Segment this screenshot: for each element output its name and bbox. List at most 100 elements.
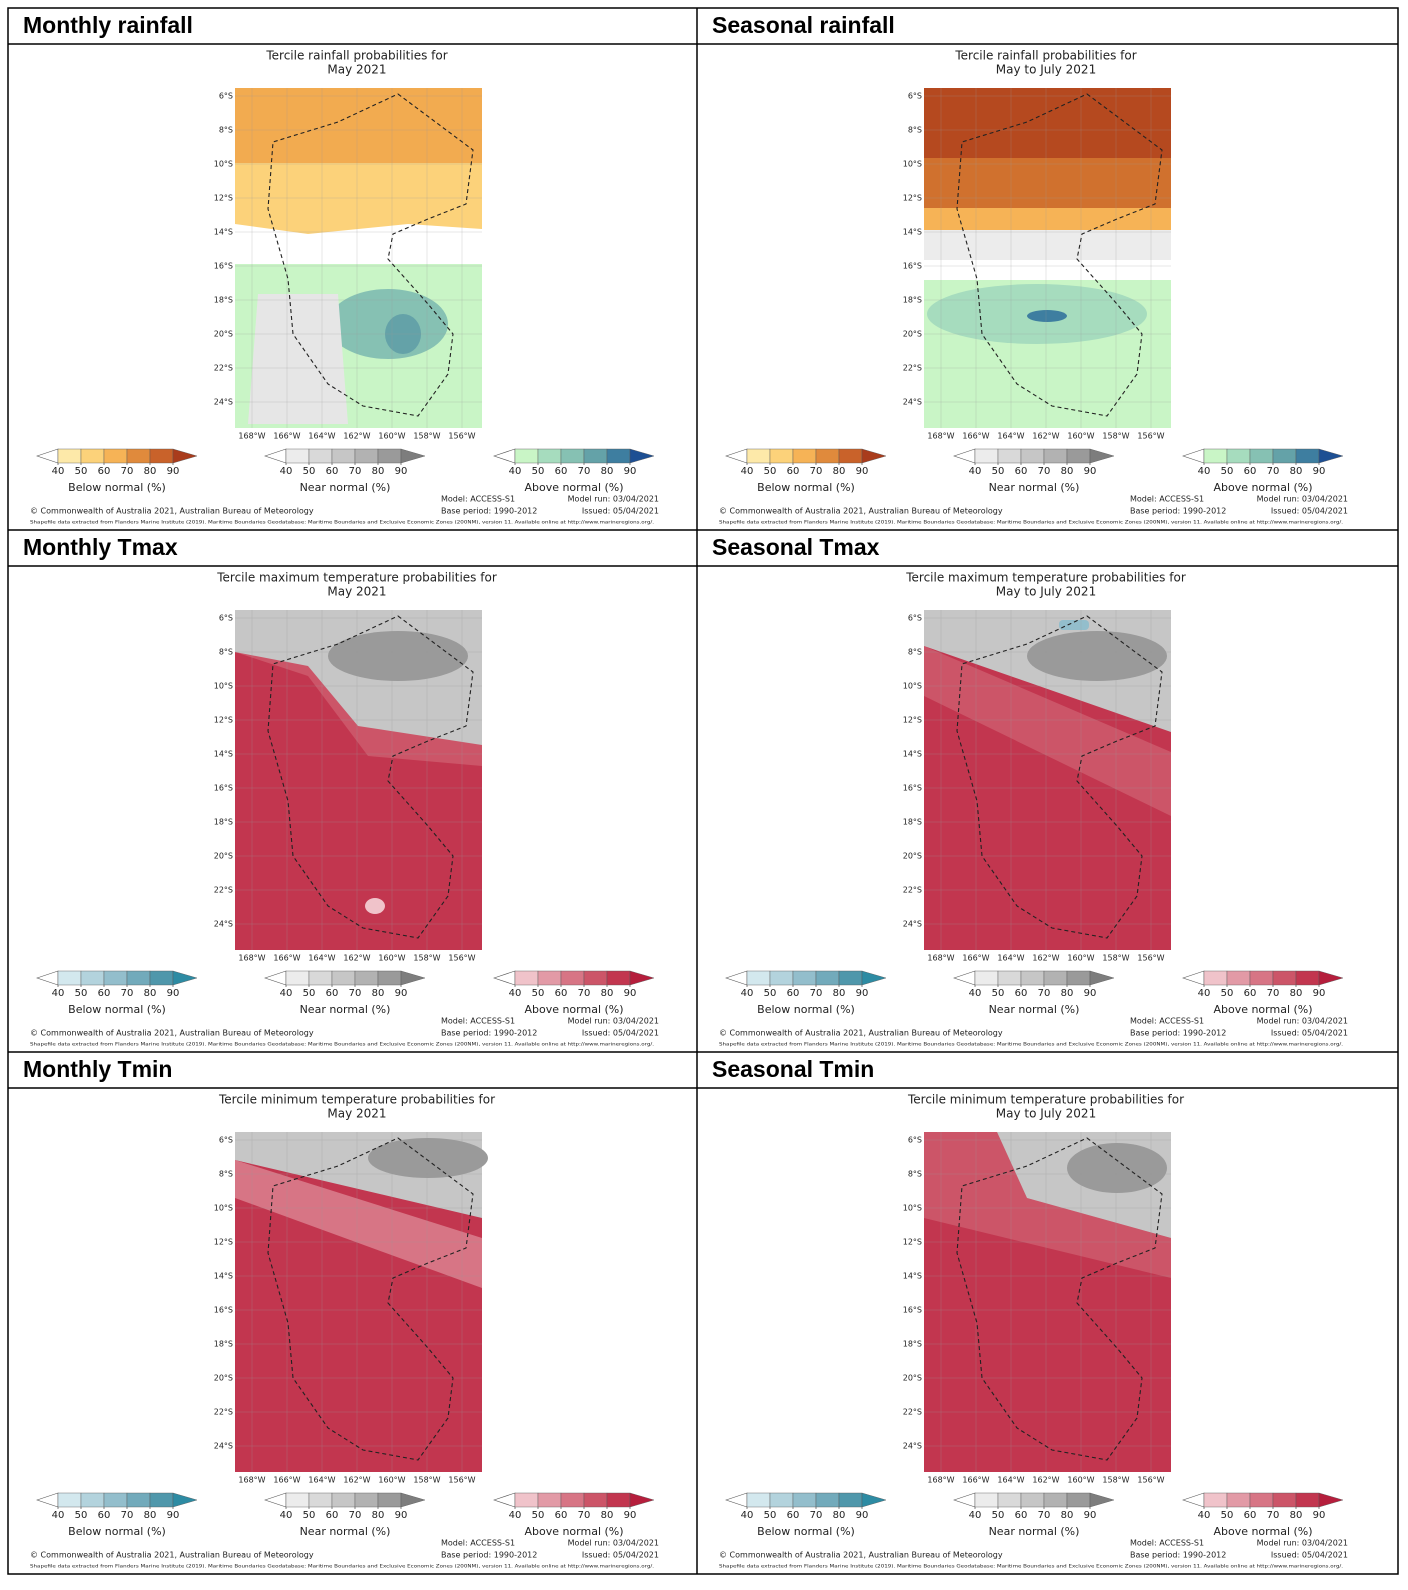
colorbar-segment [769, 970, 794, 986]
colorbar-segment [285, 1492, 310, 1508]
footer-issued: Issued: 05/04/2021 [1271, 1551, 1348, 1560]
lat-label: 22°S [903, 886, 922, 895]
lat-label: 16°S [214, 784, 233, 793]
colorbar-tick-label: 90 [167, 988, 180, 999]
lon-label: 168°W [927, 954, 954, 963]
map-fill [235, 163, 482, 234]
colorbar-segment [103, 1492, 128, 1508]
panel-heading: Monthly Tmax [23, 534, 178, 560]
map-fill [924, 208, 1171, 230]
footer-copyright: © Commonwealth of Australia 2021, Austra… [30, 1551, 314, 1560]
colorbar-label: Above normal (%) [524, 1525, 623, 1538]
lon-label: 162°W [1032, 432, 1059, 441]
lat-label: 12°S [903, 716, 922, 725]
colorbar-segment [377, 448, 402, 464]
colorbar-segment [815, 448, 840, 464]
colorbar-tick-label: 90 [624, 466, 637, 477]
colorbar-segment [1066, 1492, 1091, 1508]
colorbar-tick-label: 60 [555, 1510, 568, 1521]
lat-label: 12°S [214, 1238, 233, 1247]
colorbar-label: Below normal (%) [757, 481, 855, 494]
colorbar-tick-label: 50 [303, 988, 316, 999]
colorbar-tick-label: 80 [833, 466, 846, 477]
colorbar-end [493, 448, 516, 464]
panel-heading: Seasonal rainfall [712, 12, 895, 38]
colorbar-tick-label: 90 [1084, 466, 1097, 477]
colorbar-tick-label: 70 [349, 466, 362, 477]
colorbar-tick-label: 60 [98, 988, 111, 999]
footer-model: Model: ACCESS-S1 [1130, 495, 1204, 504]
lon-label: 156°W [1137, 954, 1164, 963]
colorbar-tick-label: 90 [1313, 466, 1326, 477]
colorbar-segment [308, 1492, 333, 1508]
footer-issued: Issued: 05/04/2021 [582, 1029, 659, 1038]
lon-label: 164°W [308, 954, 335, 963]
lat-label: 10°S [214, 1204, 233, 1213]
eez-boundary [267, 93, 474, 417]
lon-label: 156°W [1137, 1476, 1164, 1485]
lat-label: 22°S [214, 1408, 233, 1417]
colorbar-tick-label: 70 [810, 1510, 823, 1521]
map-fill [235, 652, 482, 950]
lat-label: 10°S [903, 1204, 922, 1213]
colorbar-tick-label: 80 [601, 466, 614, 477]
colorbar-segment [815, 970, 840, 986]
footer-base-period: Base period: 1990-2012 [1130, 1551, 1226, 1560]
colorbar-end [953, 970, 976, 986]
panel-heading: Seasonal Tmin [712, 1056, 874, 1082]
colorbar-tick-label: 80 [144, 988, 157, 999]
colorbar-tick-label: 40 [969, 1510, 982, 1521]
colorbar-segment [1020, 448, 1045, 464]
colorbar-tick-label: 40 [52, 988, 65, 999]
colorbar-segment [331, 448, 356, 464]
colorbar-tick-label: 80 [833, 988, 846, 999]
colorbar-tick-label: 50 [75, 466, 88, 477]
map-title: Tercile rainfall probabilities for [954, 49, 1136, 63]
lat-label: 20°S [214, 852, 233, 861]
colorbar-tick-label: 50 [1221, 1510, 1234, 1521]
colorbar-segment [838, 448, 863, 464]
colorbar-tick-label: 90 [167, 466, 180, 477]
map-fill [1059, 620, 1089, 630]
lon-label: 162°W [1032, 954, 1059, 963]
lat-label: 6°S [908, 614, 922, 623]
colorbar-tick-label: 40 [509, 466, 522, 477]
map-title: May to July 2021 [996, 1107, 1096, 1121]
footer-issued: Issued: 05/04/2021 [1271, 1029, 1348, 1038]
lon-label: 168°W [238, 1476, 265, 1485]
colorbar-segment [1043, 1492, 1068, 1508]
map-title: Tercile maximum temperature probabilitie… [216, 571, 497, 585]
colorbar-tick-label: 70 [349, 1510, 362, 1521]
panel-heading: Monthly Tmin [23, 1056, 172, 1082]
lat-label: 10°S [214, 682, 233, 691]
colorbar-tick-label: 90 [856, 1510, 869, 1521]
map-fill [924, 1132, 1171, 1278]
lat-label: 8°S [908, 648, 922, 657]
colorbar-tick-label: 40 [1198, 466, 1211, 477]
footer-model-run: Model run: 03/04/2021 [568, 1017, 659, 1026]
colorbar-segment [1066, 970, 1091, 986]
colorbar-label: Above normal (%) [1213, 481, 1312, 494]
eez-boundary [267, 1137, 474, 1461]
colorbar-segment [1272, 448, 1297, 464]
lon-label: 162°W [1032, 1476, 1059, 1485]
colorbar-tick-label: 40 [280, 1510, 293, 1521]
lat-label: 12°S [214, 194, 233, 203]
colorbar-segment [583, 970, 608, 986]
map-title: May to July 2021 [996, 585, 1096, 599]
colorbar-label: Above normal (%) [1213, 1003, 1312, 1016]
colorbar-tick-label: 80 [1061, 988, 1074, 999]
lat-label: 6°S [908, 92, 922, 101]
lon-label: 160°W [1067, 432, 1094, 441]
colorbar-segment [838, 970, 863, 986]
colorbar-segment [560, 448, 585, 464]
colorbar-segment [285, 970, 310, 986]
colorbar-tick-label: 70 [1038, 988, 1051, 999]
colorbar-tick-label: 60 [326, 466, 339, 477]
footer-base-period: Base period: 1990-2012 [441, 1551, 537, 1560]
colorbar-tick-label: 90 [856, 988, 869, 999]
colorbar-end [264, 448, 287, 464]
colorbar-end [861, 1492, 887, 1508]
colorbar-label: Near normal (%) [989, 481, 1080, 494]
lon-label: 156°W [1137, 432, 1164, 441]
